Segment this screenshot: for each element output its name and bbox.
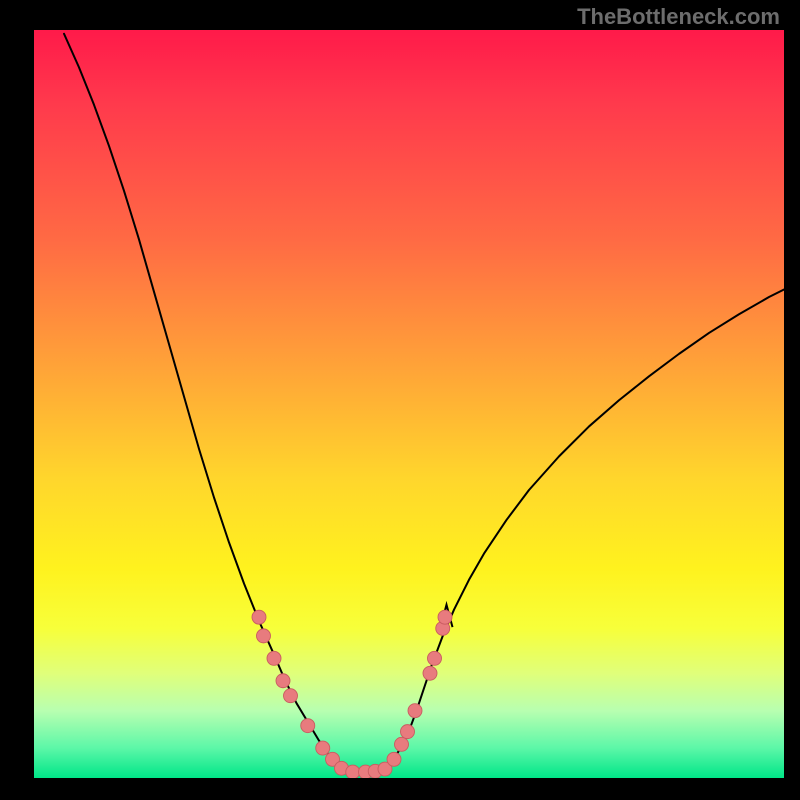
plot-area	[34, 30, 784, 778]
data-marker	[267, 651, 281, 665]
chart-svg	[34, 30, 784, 778]
data-marker	[408, 704, 422, 718]
chart-background	[34, 30, 784, 778]
data-marker	[428, 651, 442, 665]
outer-frame: TheBottleneck.com	[0, 0, 800, 800]
data-marker	[346, 765, 360, 778]
data-marker	[301, 719, 315, 733]
data-marker	[252, 610, 266, 624]
data-marker	[284, 689, 298, 703]
data-marker	[438, 610, 452, 624]
watermark-text: TheBottleneck.com	[577, 4, 780, 30]
data-marker	[257, 629, 271, 643]
data-marker	[316, 741, 330, 755]
data-marker	[387, 752, 401, 766]
data-marker	[401, 725, 415, 739]
data-marker	[423, 666, 437, 680]
data-marker	[276, 674, 290, 688]
data-marker	[395, 737, 409, 751]
